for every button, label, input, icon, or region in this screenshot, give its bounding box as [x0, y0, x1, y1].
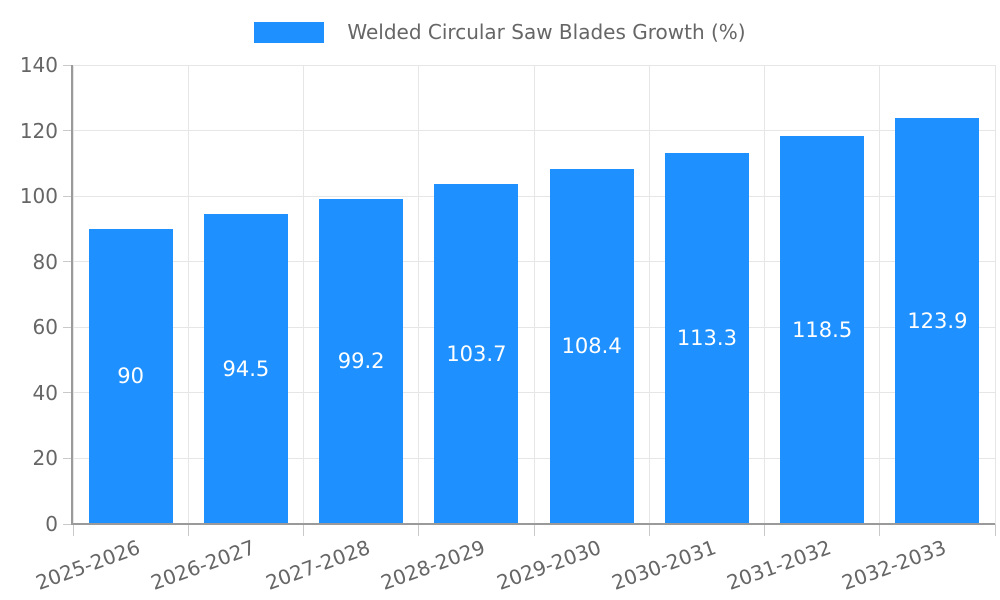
bar[interactable]: [319, 198, 404, 524]
y-tick-label: 140: [19, 53, 58, 77]
y-axis-line: [71, 65, 73, 524]
bar-value-label: 103.7: [446, 342, 507, 366]
x-tick-label: 2032-2033: [838, 535, 950, 595]
x-tick-mark: [648, 524, 650, 536]
bar-value-label: 99.2: [337, 349, 385, 374]
y-tick-mark: [63, 326, 73, 328]
x-tick-mark: [764, 524, 765, 536]
x-tick-label: 2026-2027: [147, 535, 259, 595]
x-tick-mark: [187, 524, 189, 536]
x-tick-mark: [418, 524, 420, 536]
y-tick-label: 20: [32, 446, 58, 471]
x-gridline: [879, 65, 881, 524]
y-tick-mark: [63, 261, 73, 263]
y-tick-mark: [63, 457, 73, 459]
bar-value-label: 118.5: [792, 317, 853, 342]
x-tick-mark: [72, 524, 74, 536]
bar-value-label: 108.4: [561, 334, 622, 359]
y-tick-label: 100: [19, 184, 58, 209]
x-gridline: [994, 65, 996, 524]
bar-value-label: 94.5: [222, 357, 270, 382]
y-tick-mark: [63, 195, 73, 197]
y-tick-mark: [63, 130, 73, 132]
bar[interactable]: [780, 135, 865, 524]
x-gridline: [303, 65, 304, 524]
y-tick-mark: [63, 392, 73, 394]
x-tick-label: 2027-2028: [262, 535, 374, 595]
x-tick-label: 2025-2026: [32, 535, 143, 595]
bar[interactable]: [434, 184, 519, 524]
x-tick-label: 2031-2032: [723, 535, 835, 595]
bar[interactable]: [664, 152, 749, 524]
bar[interactable]: [88, 228, 173, 524]
plot-area: 90 94.5 99.2 103.7 108.4 113.3 118.5 123.9: [63, 64, 996, 536]
bar[interactable]: [203, 214, 288, 524]
x-gridline: [187, 65, 189, 524]
legend-label: Welded Circular Saw Blades Growth (%): [347, 20, 746, 44]
bar[interactable]: [895, 117, 980, 524]
y-tick-mark: [63, 523, 73, 525]
x-gridline: [648, 65, 650, 524]
x-tick-mark: [879, 524, 881, 536]
x-tick-label: 2030-2031: [608, 535, 720, 595]
x-tick-mark: [994, 524, 996, 536]
y-tick-mark: [63, 64, 73, 66]
x-tick-mark: [303, 524, 304, 536]
bar[interactable]: [549, 168, 634, 524]
x-gridline: [418, 65, 420, 524]
bar-value-label: 123.9: [907, 308, 968, 333]
x-gridline: [72, 65, 74, 524]
legend-swatch-icon: [254, 22, 325, 43]
x-gridline: [533, 65, 535, 524]
x-gridline: [764, 65, 765, 524]
y-tick-label: 40: [32, 380, 58, 405]
y-tick-label: 120: [19, 118, 58, 143]
y-tick-label: 80: [32, 249, 58, 274]
y-tick-label: 60: [32, 315, 58, 340]
chart-legend[interactable]: Welded Circular Saw Blades Growth (%): [0, 21, 1000, 44]
bar-value-label: 90: [117, 364, 144, 389]
x-tick-label: 2028-2029: [377, 535, 489, 595]
y-tick-label: 0: [45, 512, 58, 536]
bar-value-label: 113.3: [676, 326, 737, 351]
x-tick-mark: [533, 524, 535, 536]
x-tick-label: 2029-2030: [493, 535, 604, 595]
x-axis-line: [71, 523, 995, 525]
